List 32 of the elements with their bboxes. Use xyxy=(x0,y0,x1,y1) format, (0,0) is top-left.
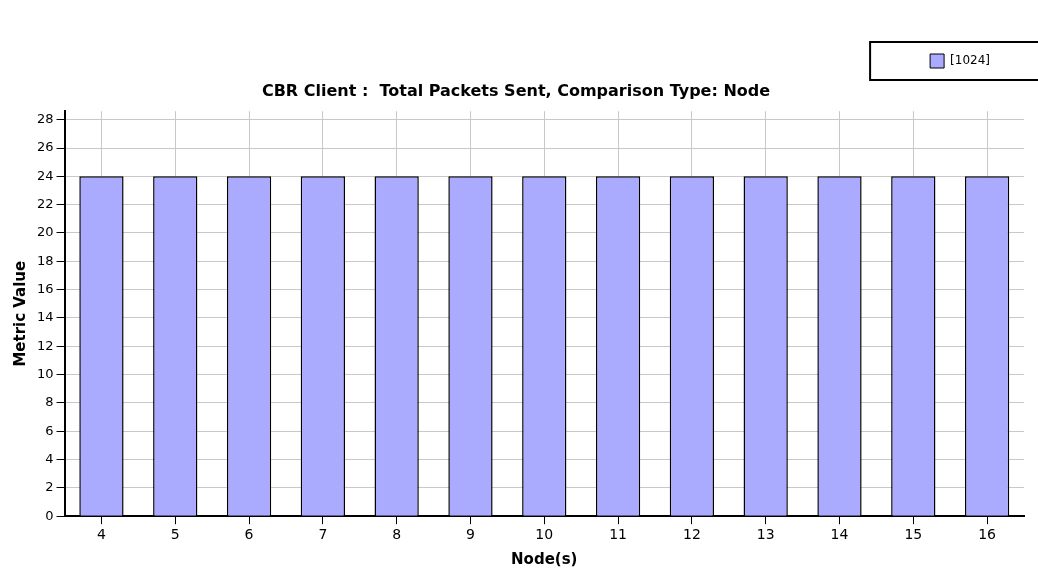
y-tick-label: 0 xyxy=(45,507,54,523)
x-tick-label: 12 xyxy=(682,526,701,543)
y-tick-label: 16 xyxy=(37,281,54,296)
x-tick-label: 10 xyxy=(535,526,554,543)
y-tick-label: 10 xyxy=(37,365,54,381)
y-tick-label: 12 xyxy=(37,337,54,353)
x-tick-label: 6 xyxy=(244,526,254,543)
y-tick-label: 28 xyxy=(37,111,54,127)
x-tick-label: 13 xyxy=(756,526,775,543)
y-tick-label: 14 xyxy=(37,309,54,325)
x-tick-label: 16 xyxy=(978,526,997,543)
y-tick-label: 4 xyxy=(45,450,54,466)
chart-title: CBR Client : Total Packets Sent, Comparison Type: Node xyxy=(261,80,771,100)
y-tick-label: 2 xyxy=(45,479,54,495)
x-tick-label: 5 xyxy=(170,526,180,543)
y-tick-label: 26 xyxy=(37,139,54,155)
y-tick-label: 20 xyxy=(37,224,54,240)
x-tick-label: 11 xyxy=(609,526,627,543)
y-tick-label: 24 xyxy=(37,167,54,183)
y-tick-label: 22 xyxy=(37,196,54,212)
x-tick-label: 14 xyxy=(830,526,849,543)
x-tick-label: 15 xyxy=(904,526,923,543)
y-tick-label: 18 xyxy=(37,252,54,268)
x-axis-title: Node(s) xyxy=(511,549,578,568)
y-axis-title: Metric Value xyxy=(10,260,29,367)
legend-label: [1024] xyxy=(950,53,990,68)
x-tick-label: 8 xyxy=(392,526,402,543)
y-tick-label: 6 xyxy=(45,422,54,438)
x-tick-label: 7 xyxy=(318,526,328,543)
y-tick-label: 8 xyxy=(45,394,54,410)
x-tick-label: 9 xyxy=(466,526,475,543)
x-tick-label: 4 xyxy=(96,526,106,543)
